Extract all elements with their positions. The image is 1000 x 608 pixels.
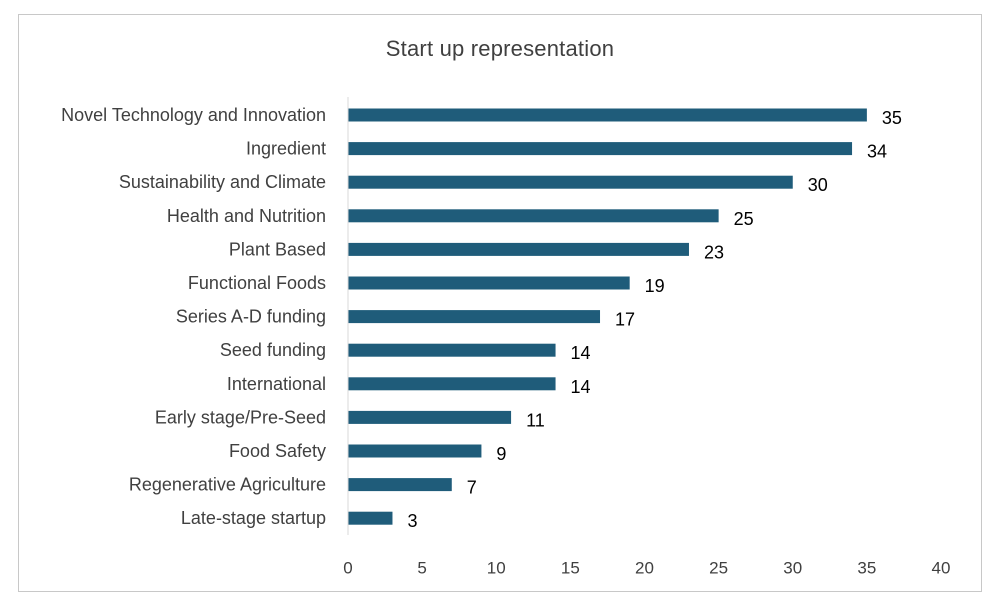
value-label-plant-based: 23	[704, 242, 724, 262]
bar-sustainability-and-climate	[348, 175, 793, 189]
x-tick-label-35: 35	[857, 559, 876, 578]
category-label-food-safety: Food Safety	[229, 441, 326, 461]
category-label-series-a-d-funding: Series A-D funding	[176, 307, 326, 327]
bar-seed-funding	[348, 343, 556, 357]
value-label-seed-funding: 14	[571, 343, 591, 363]
bar-functional-foods	[348, 276, 630, 290]
x-tick-label-20: 20	[635, 559, 654, 578]
value-label-ingredient: 34	[867, 142, 887, 162]
x-tick-label-25: 25	[709, 559, 728, 578]
x-tick-label-30: 30	[783, 559, 802, 578]
bar-ingredient	[348, 142, 853, 156]
x-tick-label-10: 10	[487, 559, 506, 578]
bar-novel-technology-and-innovation	[348, 108, 867, 122]
category-label-seed-funding: Seed funding	[220, 340, 326, 360]
category-label-early-stage-pre-seed: Early stage/Pre-Seed	[155, 407, 326, 427]
value-label-series-a-d-funding: 17	[615, 310, 635, 330]
bar-food-safety	[348, 444, 482, 458]
x-tick-label-0: 0	[343, 559, 352, 578]
bar-series-a-d-funding	[348, 310, 601, 324]
category-label-ingredient: Ingredient	[246, 139, 326, 159]
category-label-late-stage-startup: Late-stage startup	[181, 508, 326, 528]
value-label-regenerative-agriculture: 7	[467, 478, 477, 498]
x-axis-ticks: 0 5 10 15 20 25 30 35 40	[343, 559, 950, 578]
value-labels: 35 34 30 25 23 19 17 14 14 11 97 3	[407, 108, 901, 531]
value-label-international: 14	[571, 377, 591, 397]
category-labels: Novel Technology and Innovation Ingredien…	[61, 105, 326, 528]
bar-early-stage-pre-seed	[348, 410, 512, 424]
bar-international	[348, 377, 556, 391]
category-label-plant-based: Plant Based	[229, 239, 326, 259]
bars-group	[348, 108, 867, 525]
category-label-sustainability-and-climate: Sustainability and Climate	[119, 172, 326, 192]
category-label-regenerative-agriculture: Regenerative Agriculture	[129, 475, 326, 495]
x-tick-label-40: 40	[932, 559, 951, 578]
bar-plant-based	[348, 242, 689, 256]
category-label-novel-technology-and-innovation: Novel Technology and Innovation	[61, 105, 326, 125]
chart-title: Start up representation	[385, 36, 615, 61]
value-label-food-safety: 9	[496, 444, 506, 464]
value-label-sustainability-and-climate: 30	[808, 175, 828, 195]
bar-regenerative-agriculture	[348, 478, 452, 492]
category-label-international: International	[227, 374, 326, 394]
value-label-health-and-nutrition: 25	[734, 209, 754, 229]
value-label-functional-foods: 19	[645, 276, 665, 296]
x-tick-label-15: 15	[561, 559, 580, 578]
x-tick-label-5: 5	[417, 559, 426, 578]
value-label-late-stage-startup: 3	[407, 511, 417, 531]
bar-late-stage-startup	[348, 511, 393, 525]
value-label-early-stage-pre-seed: 11	[526, 410, 545, 430]
category-label-functional-foods: Functional Foods	[188, 273, 326, 293]
value-label-novel-technology-and-innovation: 35	[882, 108, 902, 128]
bar-health-and-nutrition	[348, 209, 719, 223]
category-label-health-and-nutrition: Health and Nutrition	[167, 206, 326, 226]
